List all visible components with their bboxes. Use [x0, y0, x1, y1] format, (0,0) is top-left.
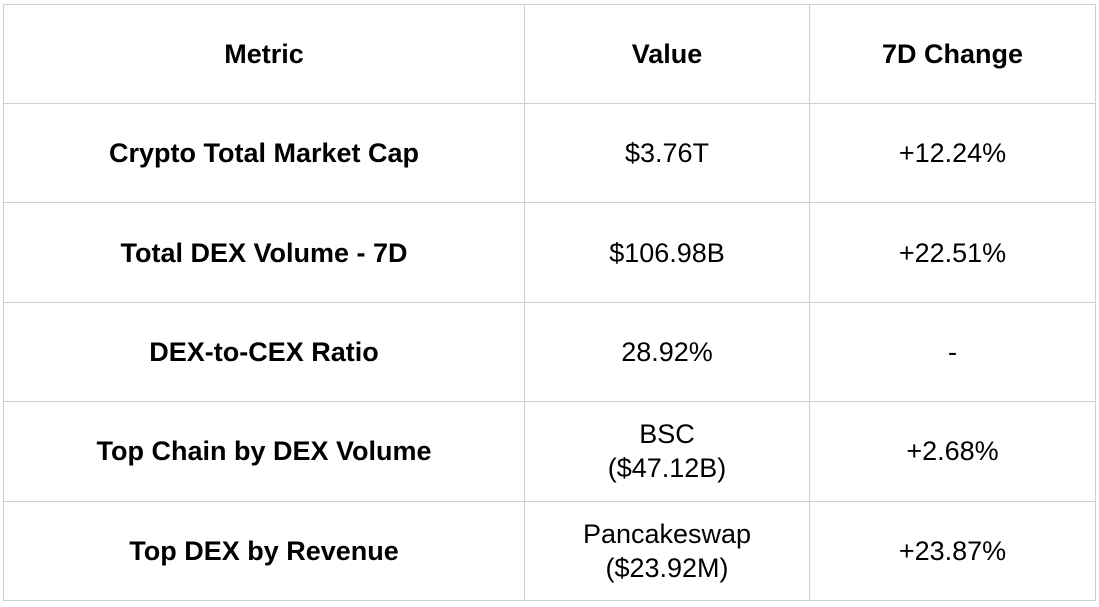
row-value-line-secondary: ($47.12B)	[607, 453, 727, 484]
row-change: +22.51%	[809, 202, 1096, 303]
row-value-line: 28.92%	[621, 336, 713, 367]
metrics-table: Metric Value 7D Change Crypto Total Mark…	[3, 4, 1096, 602]
header-7d-change: 7D Change	[809, 4, 1096, 104]
row-change: -	[809, 301, 1096, 403]
header-value: Value	[524, 4, 810, 104]
row-value-line: $3.76T	[624, 138, 710, 169]
row-change: +12.24%	[809, 102, 1096, 204]
row-metric: Total DEX Volume - 7D	[3, 202, 525, 303]
row-value-line: Pancakeswap	[582, 518, 752, 549]
row-change: +23.87%	[809, 500, 1096, 602]
row-metric: Top Chain by DEX Volume	[3, 401, 525, 502]
table-header-row: Metric Value 7D Change	[3, 4, 1096, 104]
header-metric: Metric	[3, 4, 525, 104]
table-row: DEX-to-CEX Ratio 28.92% -	[3, 301, 1096, 403]
metrics-table-container: Metric Value 7D Change Crypto Total Mark…	[3, 4, 1096, 602]
row-value: 28.92%	[524, 301, 810, 403]
row-metric: Crypto Total Market Cap	[3, 102, 525, 204]
row-value: $106.98B	[524, 202, 810, 303]
row-value: BSC ($47.12B)	[524, 401, 810, 502]
table-row: Total DEX Volume - 7D $106.98B +22.51%	[3, 202, 1096, 303]
table-row: Crypto Total Market Cap $3.76T +12.24%	[3, 102, 1096, 204]
row-value-line: BSC	[639, 419, 695, 450]
row-value: $3.76T	[524, 102, 810, 204]
row-change: +2.68%	[809, 401, 1096, 502]
table-row: Top Chain by DEX Volume BSC ($47.12B) +2…	[3, 401, 1096, 502]
row-value-line: $106.98B	[609, 237, 725, 268]
row-metric: DEX-to-CEX Ratio	[3, 301, 525, 403]
row-metric: Top DEX by Revenue	[3, 500, 525, 602]
row-value: Pancakeswap ($23.92M)	[524, 500, 810, 602]
table-row: Top DEX by Revenue Pancakeswap ($23.92M)…	[3, 500, 1096, 602]
row-value-line-secondary: ($23.92M)	[605, 552, 729, 583]
